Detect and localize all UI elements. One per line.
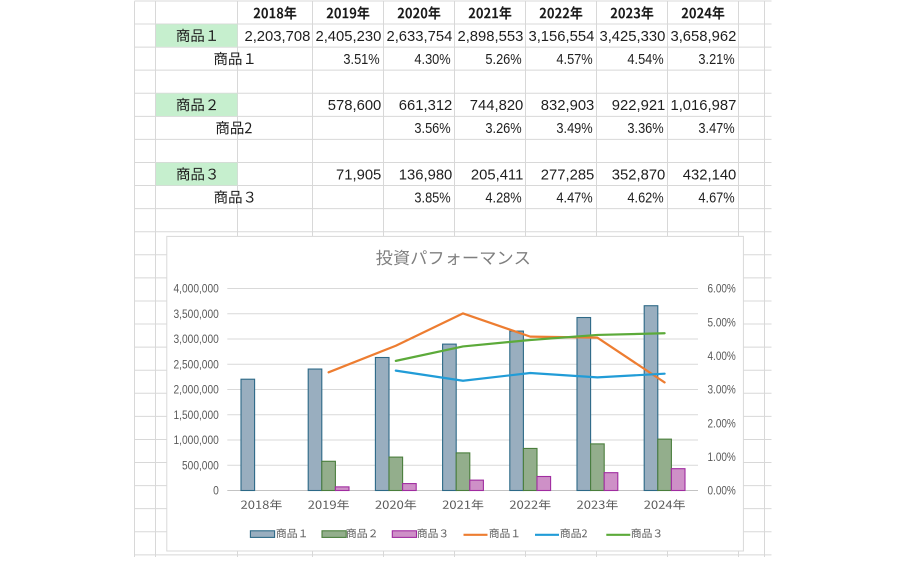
svg-text:2,203,708: 2,203,708 xyxy=(244,29,310,45)
svg-text:578,600: 578,600 xyxy=(328,98,382,114)
svg-text:922,921: 922,921 xyxy=(612,98,666,114)
svg-text:136,980: 136,980 xyxy=(399,167,453,183)
svg-text:3,658,962: 3,658,962 xyxy=(670,29,736,45)
svg-text:2,405,230: 2,405,230 xyxy=(315,29,381,45)
svg-text:2,633,754: 2,633,754 xyxy=(386,29,452,45)
svg-text:2,500,000: 2,500,000 xyxy=(174,359,219,371)
svg-text:3.36%: 3.36% xyxy=(627,121,663,137)
svg-text:3.26%: 3.26% xyxy=(485,121,521,137)
svg-text:205,411: 205,411 xyxy=(471,167,523,183)
svg-text:3,500,000: 3,500,000 xyxy=(174,309,219,321)
svg-text:1,016,987: 1,016,987 xyxy=(670,98,736,114)
svg-text:4,000,000: 4,000,000 xyxy=(174,284,219,296)
svg-text:4.54%: 4.54% xyxy=(627,52,663,68)
svg-text:0.00%: 0.00% xyxy=(708,486,736,498)
svg-text:2,000,000: 2,000,000 xyxy=(174,385,219,397)
svg-text:4.47%: 4.47% xyxy=(556,190,592,206)
svg-text:3.49%: 3.49% xyxy=(556,121,592,137)
svg-text:1,500,000: 1,500,000 xyxy=(174,410,219,422)
svg-text:3.21%: 3.21% xyxy=(698,52,734,68)
svg-text:500,000: 500,000 xyxy=(182,460,219,472)
svg-text:432,140: 432,140 xyxy=(683,167,737,183)
svg-text:3,000,000: 3,000,000 xyxy=(174,334,219,346)
svg-text:3.85%: 3.85% xyxy=(414,190,450,206)
svg-text:3,156,554: 3,156,554 xyxy=(528,29,594,45)
svg-text:71,905: 71,905 xyxy=(336,167,381,183)
svg-text:4.28%: 4.28% xyxy=(485,190,521,206)
svg-text:4.30%: 4.30% xyxy=(414,52,450,68)
svg-text:4.57%: 4.57% xyxy=(556,52,592,68)
svg-text:6.00%: 6.00% xyxy=(708,284,736,296)
svg-text:3.56%: 3.56% xyxy=(414,121,450,137)
svg-text:832,903: 832,903 xyxy=(541,98,595,114)
svg-text:1.00%: 1.00% xyxy=(708,452,736,464)
svg-text:744,820: 744,820 xyxy=(470,98,524,114)
svg-text:3,425,330: 3,425,330 xyxy=(599,29,665,45)
svg-text:3.00%: 3.00% xyxy=(708,385,736,397)
svg-text:4.62%: 4.62% xyxy=(627,190,663,206)
svg-text:1,000,000: 1,000,000 xyxy=(174,435,219,447)
svg-text:0: 0 xyxy=(213,486,219,498)
svg-text:2.00%: 2.00% xyxy=(708,418,736,430)
svg-text:5.00%: 5.00% xyxy=(708,317,736,329)
svg-text:661,312: 661,312 xyxy=(399,98,453,114)
svg-text:4.00%: 4.00% xyxy=(708,351,736,363)
svg-text:352,870: 352,870 xyxy=(612,167,666,183)
svg-text:5.26%: 5.26% xyxy=(485,52,521,68)
svg-text:277,285: 277,285 xyxy=(541,167,595,183)
svg-text:2,898,553: 2,898,553 xyxy=(457,29,523,45)
svg-text:3.47%: 3.47% xyxy=(698,121,734,137)
svg-text:4.67%: 4.67% xyxy=(698,190,734,206)
svg-text:3.51%: 3.51% xyxy=(343,52,379,68)
